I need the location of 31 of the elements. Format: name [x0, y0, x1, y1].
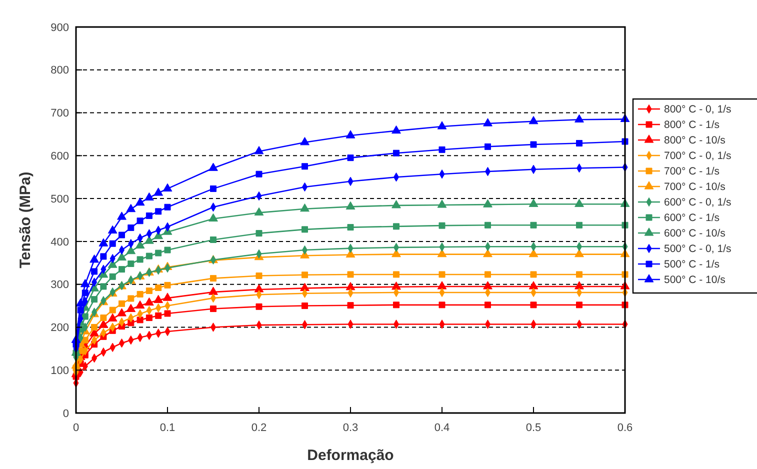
y-tick-label: 500 [50, 193, 69, 206]
x-tick-label: 0.5 [526, 422, 542, 434]
legend-label: 800° C - 10/s [664, 134, 726, 147]
y-tick-label: 700 [50, 108, 69, 120]
x-tick-label: 0.4 [434, 422, 450, 434]
legend-label: 500° C - 1/s [664, 258, 720, 271]
x-axis-title: Deformação [307, 447, 394, 464]
y-tick-label: 200 [50, 322, 69, 334]
y-tick-label: 800 [50, 64, 69, 77]
y-axis-title: Tensão (MPa) [17, 172, 34, 268]
y-tick-label: 300 [50, 279, 69, 292]
x-tick-label: 0.1 [160, 422, 176, 434]
legend-label: 500° C - 0, 1/s [664, 243, 732, 256]
x-tick-label: 0 [72, 422, 80, 434]
legend-label: 700° C - 1/s [664, 166, 720, 178]
legend-label: 700° C - 10/s [664, 181, 726, 194]
legend-label: 800° C - 1/s [664, 119, 720, 132]
x-tick-label: 0.3 [342, 422, 358, 434]
legend-label: 800° C - 0, 1/s [664, 104, 732, 116]
y-tick-label: 900 [50, 22, 69, 34]
legend-label: 600° C - 1/s [664, 212, 720, 224]
y-tick-label: 0 [62, 408, 69, 420]
legend-label: 500° C - 10/s [664, 274, 726, 286]
x-tick-label: 0.6 [617, 422, 633, 434]
y-tick-label: 600 [50, 150, 69, 163]
y-tick-label: 400 [50, 236, 69, 248]
legend-label: 700° C - 0, 1/s [664, 150, 732, 162]
x-tick-label: 0.2 [251, 422, 267, 434]
legend-label: 600° C - 0, 1/s [664, 196, 732, 209]
y-tick-label: 100 [50, 364, 69, 377]
legend-label: 600° C - 10/s [664, 228, 726, 240]
